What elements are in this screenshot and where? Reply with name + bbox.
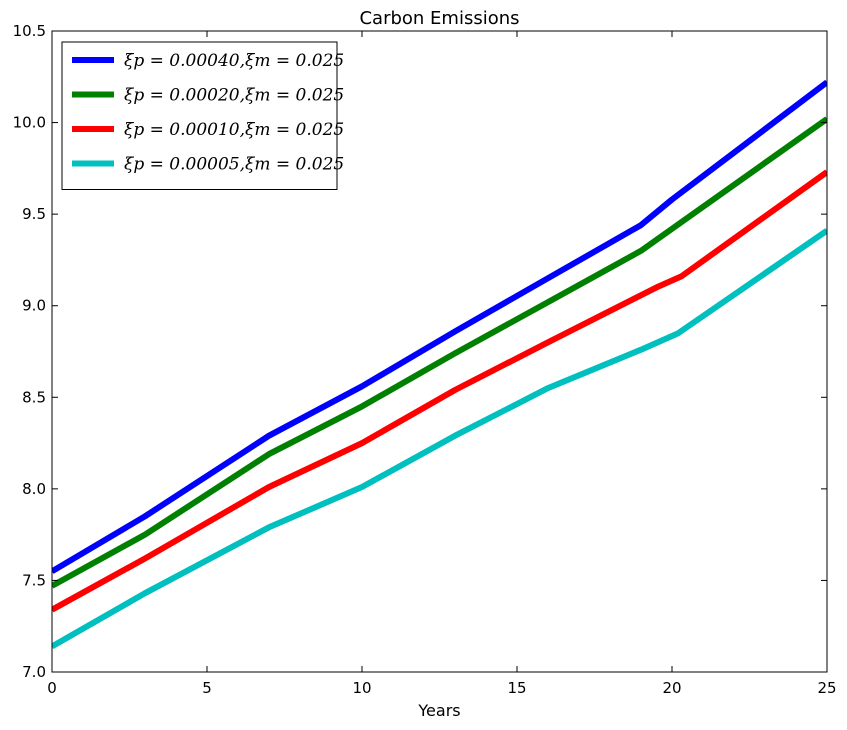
y-tick-label: 8.0 [22,480,46,498]
series-line-3 [52,169,827,613]
plot-frame [51,30,828,673]
x-tick-label: 20 [662,679,681,697]
legend-label-3: ξp = 0.00010,ξm = 0.025 [124,120,344,140]
y-tick-label: 9.5 [22,205,46,223]
x-tick-label: 0 [47,679,57,697]
legend: ξp = 0.00040,ξm = 0.025 ξp = 0.00020,ξm =… [61,41,344,190]
series-line-4 [52,228,827,650]
x-tick-label: 10 [352,679,371,697]
axes: 0 5 10 15 20 25 7.0 7.5 8.0 8.5 9.0 9.5 10.0 10.5 [13,22,837,697]
y-tick-label: 8.5 [22,388,46,406]
y-tick-label: 7.5 [22,571,46,589]
x-axis-title: Years [417,701,460,720]
x-tick-label: 25 [817,679,836,697]
chart-title: Carbon Emissions [359,8,519,29]
series-line-2 [52,116,827,589]
y-tick-label: 10.5 [13,22,46,40]
legend-label-4: ξp = 0.00005,ξm = 0.025 [124,155,344,175]
legend-label-1: ξp = 0.00040,ξm = 0.025 [124,51,344,71]
y-tick-label: 10.0 [13,114,46,132]
series-line-1 [52,79,827,574]
y-tick-label: 7.0 [22,663,46,681]
x-tick-label: 15 [507,679,526,697]
plot-area [52,79,827,650]
legend-label-2: ξp = 0.00020,ξm = 0.025 [124,86,344,106]
y-tick-label: 9.0 [22,297,46,315]
x-tick-label: 5 [202,679,212,697]
